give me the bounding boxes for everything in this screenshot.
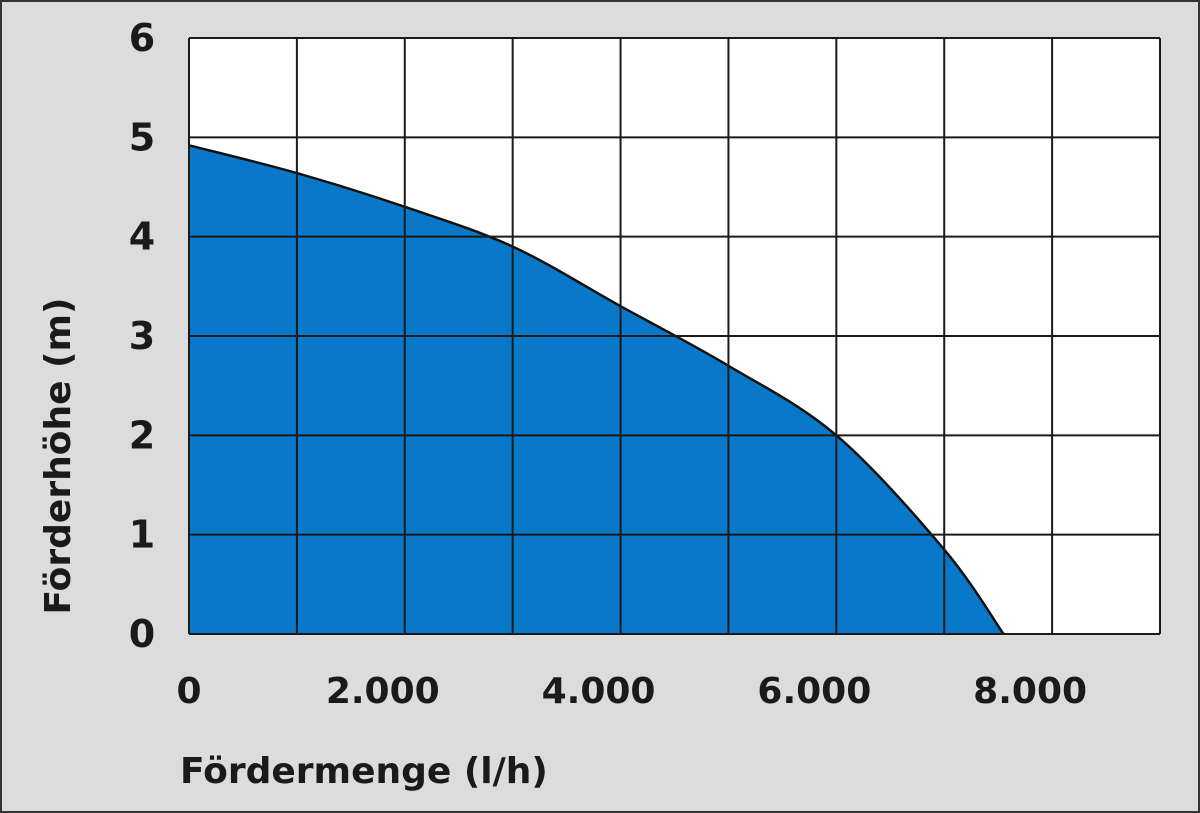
pump-curve-line [188, 144, 1005, 635]
y-tick-label: 3 [129, 314, 155, 358]
y-tick-label: 1 [129, 513, 155, 557]
x-tick-label: 2.000 [326, 671, 440, 712]
y-tick-label: 4 [129, 215, 155, 259]
y-tick-label: 2 [129, 413, 155, 457]
area-fill [189, 145, 1004, 634]
y-tick-label: 5 [129, 115, 155, 159]
x-tick-label: 0 [176, 671, 201, 712]
x-tick-label: 6.000 [757, 671, 871, 712]
x-tick-label: 8.000 [973, 671, 1087, 712]
y-tick-label: 0 [129, 612, 155, 656]
y-tick-label: 6 [129, 16, 155, 60]
x-axis-label: Fördermenge (l/h) [180, 751, 548, 792]
x-tick-label: 4.000 [542, 671, 656, 712]
y-axis-label: Förderhöhe (m) [38, 298, 79, 615]
